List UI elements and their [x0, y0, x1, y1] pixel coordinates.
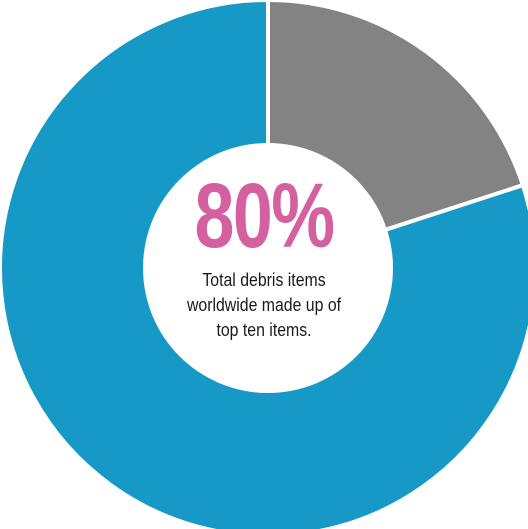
donut-hole	[143, 143, 393, 393]
center-caption: Total debris items worldwide made up of …	[186, 270, 342, 340]
center-label-group: 80% Total debris items worldwide made up…	[164, 170, 364, 343]
center-percentage: 80%	[194, 165, 336, 267]
